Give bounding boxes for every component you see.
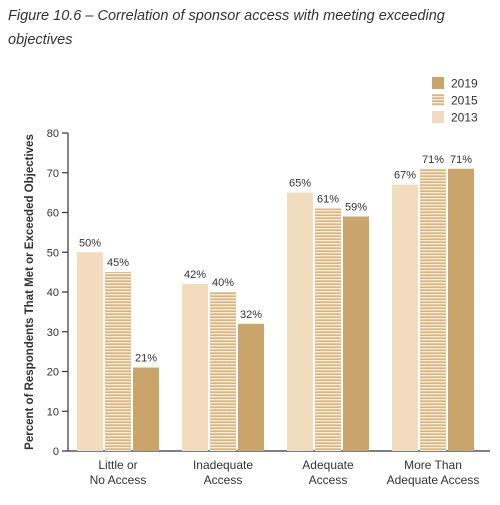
axes: 0 10 20 30 40 50 60 70 80 Percent of Respondents …	[24, 128, 490, 487]
legend-swatch-2019	[432, 77, 444, 89]
bar-2019	[343, 216, 369, 451]
bar-2013	[77, 252, 103, 451]
legend-label: 2013	[451, 111, 478, 125]
category-label: More Than	[404, 458, 462, 472]
y-tick-label: 70	[47, 168, 59, 180]
bar-2013	[392, 184, 418, 452]
y-axis-title: Percent of Respondents That Met or Excee…	[24, 134, 36, 450]
y-tick-label: 40	[47, 287, 59, 299]
bar-value-label: 42%	[184, 269, 206, 281]
bar-value-label: 40%	[212, 277, 234, 289]
y-tick-label: 50	[47, 247, 59, 259]
bar-value-label: 32%	[240, 309, 262, 321]
bar-value-label: 71%	[450, 154, 472, 166]
legend-label: 2015	[451, 94, 478, 108]
legend-label: 2019	[451, 77, 478, 91]
bar-2015	[315, 208, 341, 451]
category-label: Access	[309, 473, 348, 487]
legend: 2019 2015 2013	[432, 77, 478, 125]
category-label: Access	[204, 473, 243, 487]
bar-2015	[210, 292, 236, 451]
bar-2019	[448, 168, 474, 451]
data-labels: 50% 42% 65% 67% 45% 40% 61% 71% 21% 32% 59% 71%	[79, 154, 472, 365]
bar-value-label: 71%	[422, 154, 444, 166]
bar-value-label: 61%	[317, 194, 339, 206]
category-label: Little or	[98, 458, 137, 472]
bar-value-label: 67%	[394, 170, 416, 182]
bar-2013	[182, 284, 208, 451]
y-tick-label: 10	[47, 406, 59, 418]
bar-2013	[287, 192, 313, 451]
y-tick-label: 0	[53, 446, 59, 458]
y-tick-label: 30	[47, 327, 59, 339]
bar-value-label: 59%	[345, 201, 367, 213]
y-tick-label: 60	[47, 208, 59, 220]
bar-value-label: 50%	[79, 237, 101, 249]
bar-2015	[420, 168, 446, 451]
category-label: Inadequate	[193, 458, 253, 472]
bar-2019	[238, 323, 264, 451]
figure-title: Figure 10.6 – Correlation of sponsor acc…	[8, 8, 445, 48]
bar-value-label: 21%	[135, 353, 157, 365]
bar-value-label: 45%	[107, 257, 129, 269]
legend-swatch-2015	[432, 94, 444, 106]
category-label: No Access	[90, 473, 147, 487]
bars	[77, 168, 474, 452]
category-label: Adequate Access	[387, 473, 480, 487]
y-tick-label: 20	[47, 367, 59, 379]
bar-2015	[105, 272, 131, 451]
bar-2019	[133, 367, 159, 451]
bar-value-label: 65%	[289, 178, 311, 190]
category-label: Adequate	[302, 458, 354, 472]
legend-swatch-2013	[432, 111, 444, 123]
y-tick-label: 80	[47, 128, 59, 140]
